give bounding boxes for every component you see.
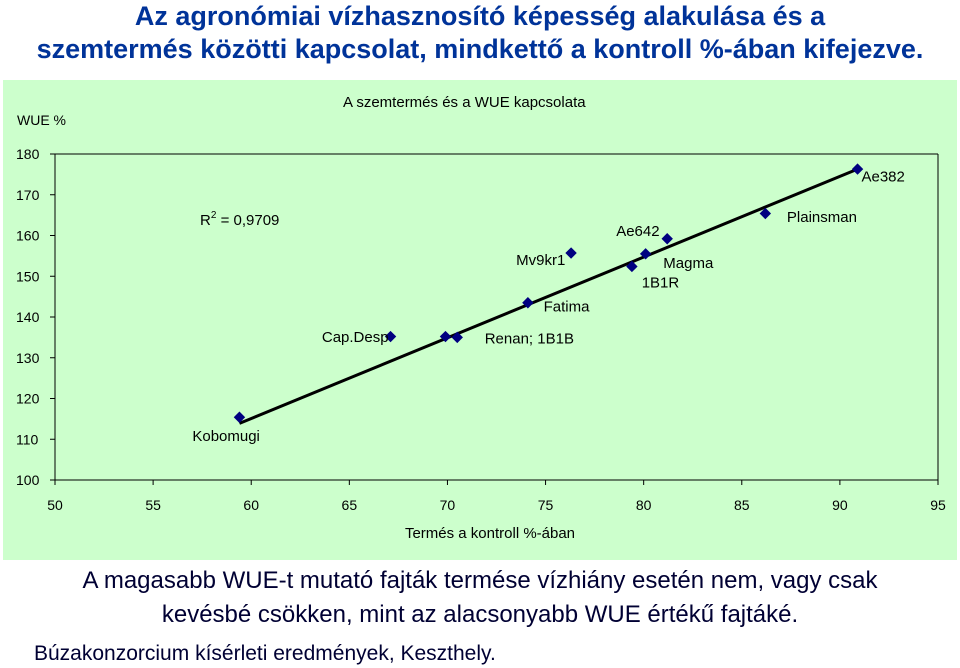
data-point <box>565 247 577 259</box>
slide-title: Az agronómiai vízhasznosító képesség ala… <box>0 0 960 66</box>
x-tick-label: 70 <box>440 497 456 513</box>
y-tick-label: 130 <box>16 350 40 366</box>
point-label: Cap.Desp <box>322 329 389 346</box>
point-label: Magma <box>663 255 714 272</box>
r-squared-label: R2 = 0,9709 <box>200 210 279 229</box>
r-squared-value: = 0,9709 <box>216 212 279 229</box>
y-tick-label: 140 <box>16 309 40 325</box>
x-tick-labels: 50 55 60 65 70 75 80 85 90 95 <box>47 480 946 513</box>
y-tick-label: 150 <box>16 268 40 284</box>
point-label: Kobomugi <box>192 428 260 445</box>
data-point <box>639 248 652 260</box>
y-tick-label: 180 <box>16 146 40 162</box>
point-labels-layer: Kobomugi Cap.Desp Renan; 1B1B Mv9kr1 Fatima A… <box>192 168 904 445</box>
footer-note-line-1: A magasabb WUE-t mutató fajták termése v… <box>82 567 878 594</box>
x-tick-label: 75 <box>538 497 554 513</box>
x-tick-label: 95 <box>930 497 946 513</box>
y-tick-labels: 100 110 120 130 140 150 160 170 180 <box>16 146 55 488</box>
slide-title-line-1: Az agronómiai vízhasznosító képesség ala… <box>134 1 826 31</box>
data-point <box>233 411 246 423</box>
y-tick-label: 100 <box>16 472 40 488</box>
y-tick-label: 120 <box>16 391 40 407</box>
footer-note-line-2: kevésbé csökken, mint az alacsonyabb WUE… <box>161 601 799 628</box>
point-label: 1B1R <box>642 274 680 291</box>
y-tick-label: 170 <box>16 187 40 203</box>
trendline-layer <box>238 167 859 425</box>
data-point <box>384 330 397 343</box>
data-point <box>522 297 534 309</box>
point-label: Mv9kr1 <box>516 252 565 269</box>
chart-panel: 50 55 60 65 70 75 80 85 90 95 100 110 120 130 140 150 1… <box>3 80 957 560</box>
scatter-chart: 50 55 60 65 70 75 80 85 90 95 1001101201301401501… <box>16 94 946 542</box>
y-tick-label: 160 <box>16 228 40 244</box>
data-point <box>851 163 864 175</box>
point-label: Ae642 <box>616 223 659 240</box>
x-tick-label: 50 <box>47 497 63 513</box>
axes-layer <box>54 153 939 481</box>
data-point <box>759 207 772 220</box>
x-tick-label: 55 <box>145 497 161 513</box>
x-tick-label: 90 <box>832 497 848 513</box>
source-note: Búzakonzorcium kísérleti eredmények, Kes… <box>34 642 496 665</box>
point-label: Renan; 1B1B <box>485 330 574 347</box>
data-point <box>661 233 673 245</box>
r-squared-superscript: 2 <box>211 210 217 221</box>
x-tick-label: 65 <box>342 497 358 513</box>
y-tick-label: 110 <box>16 431 39 447</box>
data-point <box>451 331 463 344</box>
x-axis-label: Termés a kontroll %-ában <box>405 525 575 542</box>
points-layer <box>233 163 864 423</box>
trendline <box>238 167 859 425</box>
data-point <box>439 330 452 343</box>
r-squared-symbol: R <box>200 212 211 229</box>
y-axis-label: WUE % <box>17 112 66 128</box>
x-tick-label: 85 <box>734 497 750 513</box>
chart-title: A szemtermés és a WUE kapcsolata <box>343 94 586 111</box>
point-label: Fatima <box>544 299 591 316</box>
slide-title-line-2: szemtermés közötti kapcsolat, mindkettő … <box>36 34 924 64</box>
point-label: Plainsman <box>787 209 857 226</box>
x-tick-label: 80 <box>636 497 652 513</box>
point-label: Ae382 <box>861 168 904 185</box>
x-tick-label: 60 <box>243 497 259 513</box>
data-point <box>626 260 638 273</box>
